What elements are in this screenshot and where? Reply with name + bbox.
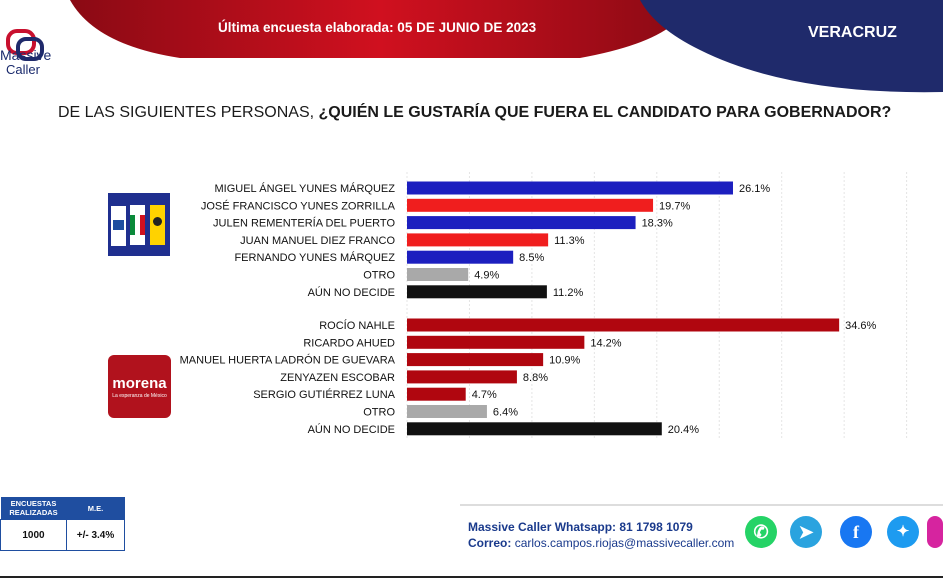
pan-logo-icon — [110, 205, 127, 247]
category-label: SERGIO GUTIÉRREZ LUNA — [253, 388, 395, 401]
data-label: 8.5% — [519, 252, 544, 264]
logo-text-2: Caller — [6, 62, 40, 77]
surveys-value: 1000 — [0, 519, 67, 551]
data-label: 18.3% — [642, 218, 673, 230]
question-prefix: DE LAS SIGUIENTES PERSONAS, — [58, 104, 319, 121]
margin-error-header: M.E. — [66, 497, 125, 520]
instagram-icon[interactable] — [927, 516, 943, 548]
data-label: 14.2% — [590, 337, 621, 349]
bar — [407, 318, 840, 332]
category-label: FERNANDO YUNES MÁRQUEZ — [234, 251, 395, 264]
bar — [407, 370, 517, 384]
category-label: ZENYAZEN ESCOBAR — [280, 372, 395, 384]
morena-logo: morena La esperanza de México — [108, 355, 171, 418]
bar — [407, 422, 662, 436]
bar — [407, 181, 733, 195]
bar — [407, 216, 636, 230]
bar — [407, 335, 585, 349]
survey-info-table: ENCUESTAS REALIZADAS M.E. 1000 +/- 3.4% — [0, 497, 125, 551]
data-label: 11.3% — [554, 235, 585, 247]
question-emphasis: ¿QUIÉN LE GUSTARÍA QUE FUERA EL CANDIDAT… — [318, 104, 892, 121]
twitter-icon[interactable]: ✦ — [887, 516, 919, 548]
morena-logo-word: morena — [112, 375, 167, 392]
whatsapp-icon[interactable]: ✆ — [745, 516, 777, 548]
category-label: JULEN REMENTERÍA DEL PUERTO — [213, 217, 395, 230]
category-label: JUAN MANUEL DIEZ FRANCO — [240, 235, 395, 247]
bar — [407, 233, 549, 247]
email-contact: Correo: carlos.campos.riojas@massivecall… — [468, 536, 734, 550]
massive-caller-logo-icon — [6, 29, 44, 61]
coalition-logo — [108, 193, 170, 256]
bar — [407, 387, 466, 401]
category-label: JOSÉ FRANCISCO YUNES ZORRILLA — [201, 199, 396, 212]
margin-error-value: +/- 3.4% — [66, 519, 125, 551]
whatsapp-contact: Massive Caller Whatsapp: 81 1798 1079 — [468, 520, 693, 534]
bar — [407, 198, 654, 212]
data-label: 11.2% — [553, 287, 584, 299]
data-label: 6.4% — [493, 407, 518, 419]
facebook-icon[interactable]: f — [840, 516, 872, 548]
morena-logo-tagline: La esperanza de México — [112, 393, 167, 399]
bar — [407, 353, 544, 367]
data-label: 34.6% — [845, 320, 876, 332]
bar — [407, 268, 469, 281]
bar — [407, 405, 487, 418]
bar-chart: MIGUEL ÁNGEL YUNES MÁRQUEZ 26.1% JOSÉ FRAN… — [180, 172, 908, 440]
category-label: ROCÍO NAHLE — [319, 319, 395, 332]
question-title: DE LAS SIGUIENTES PERSONAS, ¿QUIÉN LE GU… — [58, 104, 891, 122]
logo-text: Massive — [0, 47, 52, 63]
data-label: 8.8% — [523, 372, 548, 384]
data-label: 10.9% — [549, 355, 580, 367]
prd-logo-icon — [150, 205, 165, 245]
category-label: OTRO — [363, 270, 395, 282]
category-label: MIGUEL ÁNGEL YUNES MÁRQUEZ — [214, 182, 395, 195]
category-label: OTRO — [363, 407, 395, 419]
surveys-header: ENCUESTAS REALIZADAS — [0, 497, 67, 520]
bar — [407, 285, 547, 299]
survey-date: Última encuesta elaborada: 05 DE JUNIO D… — [218, 20, 537, 35]
category-label: AÚN NO DECIDE — [308, 286, 395, 299]
data-label: 19.7% — [659, 200, 690, 212]
data-label: 4.9% — [474, 270, 499, 282]
pri-logo-icon — [130, 205, 145, 245]
data-label: 4.7% — [472, 389, 497, 401]
data-label: 26.1% — [739, 183, 770, 195]
email-label: Correo: — [468, 536, 512, 550]
bar — [407, 250, 514, 264]
telegram-icon[interactable]: ➤ — [790, 516, 822, 548]
data-label: 20.4% — [668, 424, 699, 436]
category-label: MANUEL HUERTA LADRÓN DE GUEVARA — [180, 354, 396, 367]
category-label: AÚN NO DECIDE — [308, 423, 395, 436]
email-address[interactable]: carlos.campos.riojas@massivecaller.com — [514, 536, 735, 550]
state-name: VERACRUZ — [808, 24, 897, 41]
category-label: RICARDO AHUED — [303, 337, 395, 349]
